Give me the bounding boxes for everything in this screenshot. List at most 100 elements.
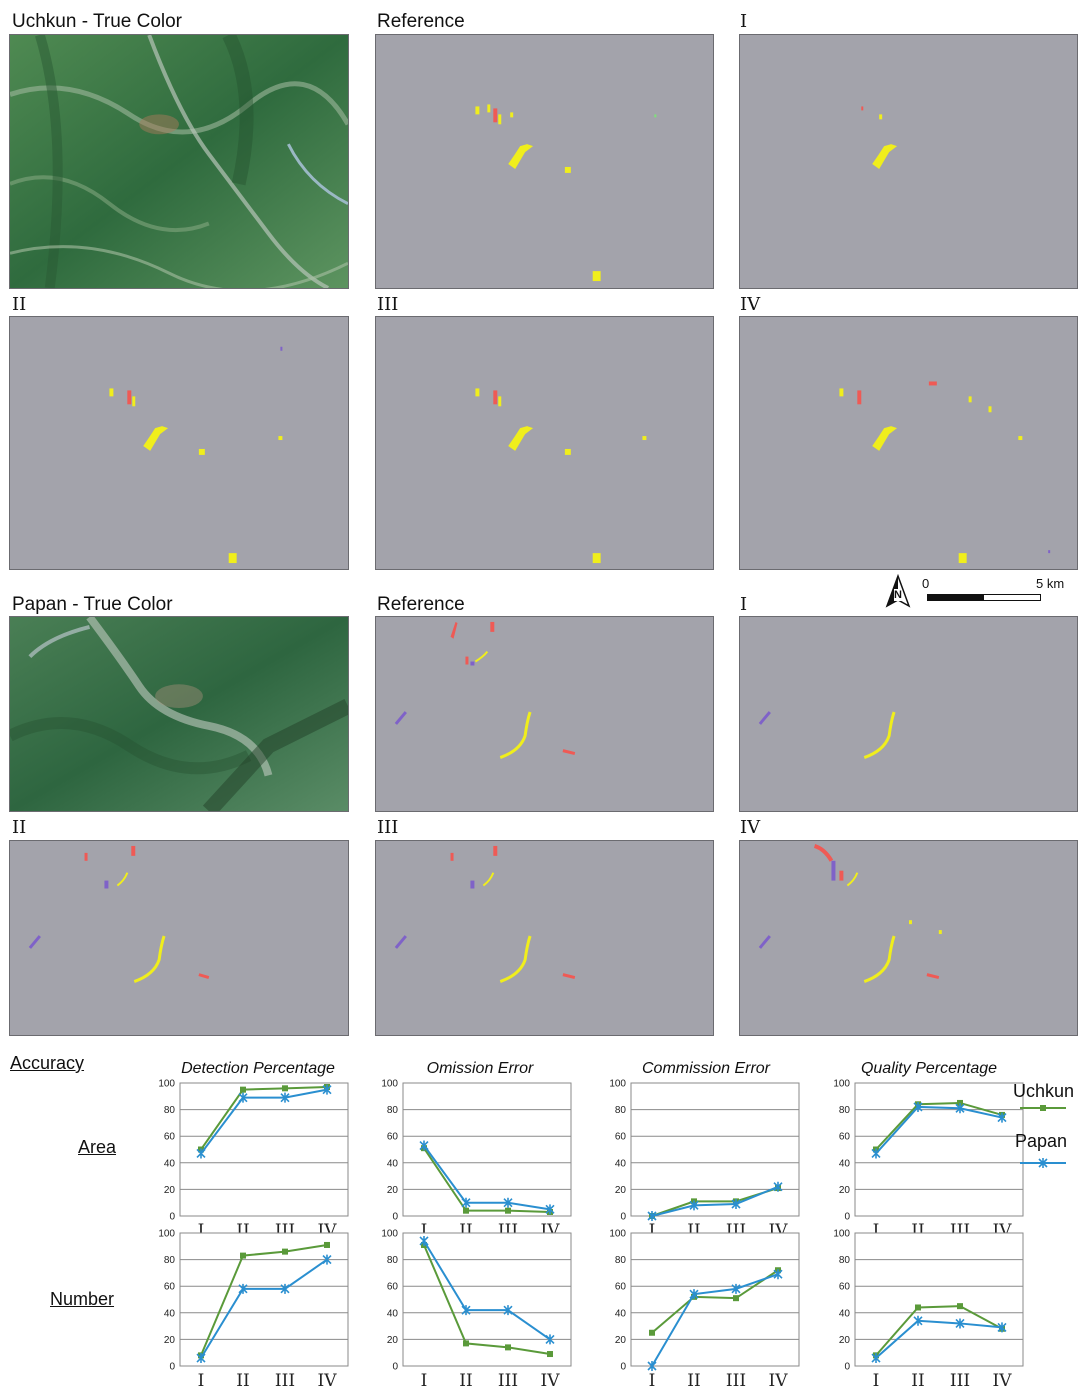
point-papan (871, 1353, 881, 1364)
point-papan (238, 1283, 248, 1294)
x-tick-label: I (649, 1371, 656, 1390)
y-tick-label: 0 (844, 1362, 850, 1373)
series-line-uchkun (423, 1244, 551, 1356)
point-papan (238, 1092, 248, 1103)
point-uchkun (324, 1241, 330, 1248)
series-line-papan (651, 1273, 779, 1367)
y-tick-label: 20 (387, 1185, 399, 1196)
point-papan (913, 1315, 923, 1326)
series-line-uchkun (200, 1085, 328, 1151)
point-papan (871, 1148, 881, 1159)
series-line-uchkun (875, 1305, 1003, 1357)
chart-title-commission-error: Commission Error (641, 1060, 770, 1077)
point-uchkun (282, 1248, 288, 1255)
x-tick-label: III (498, 1371, 518, 1390)
plot-area (854, 1232, 1024, 1367)
series-line-uchkun (651, 1269, 779, 1334)
y-tick-label: 80 (387, 1105, 399, 1116)
x-tick-label: I (421, 1371, 428, 1390)
legend-papan-swatch (1020, 1158, 1066, 1168)
point-uchkun (505, 1344, 511, 1351)
point-papan (545, 1204, 555, 1215)
y-tick-label: 80 (615, 1255, 627, 1266)
plot-area (630, 1082, 800, 1217)
uchkun-iv-map (739, 316, 1078, 570)
uchkun-iii-map (375, 316, 714, 570)
chart-title-omission-error: Omission Error (426, 1060, 534, 1077)
x-tick-label: I (198, 1371, 205, 1390)
x-tick-label: IV (769, 1371, 789, 1390)
point-papan (955, 1103, 965, 1114)
y-tick-label: 100 (833, 1079, 850, 1090)
chart-title-quality-percentage: Quality Percentage (860, 1060, 998, 1077)
point-papan (322, 1254, 332, 1265)
papan-iv-map (739, 840, 1078, 1036)
y-tick-label: 20 (387, 1335, 399, 1346)
uchkun-label-iv: IV (740, 294, 761, 315)
y-tick-label: 0 (392, 1212, 398, 1223)
y-tick-label: 40 (164, 1308, 176, 1319)
y-tick-label: 20 (164, 1335, 176, 1346)
point-papan (196, 1148, 206, 1159)
y-tick-label: 0 (169, 1362, 175, 1373)
uchkun-label-i: I (740, 11, 748, 32)
y-tick-label: 20 (839, 1185, 851, 1196)
papan-label-i: I (740, 594, 748, 615)
series-line-papan (875, 1319, 1003, 1359)
y-tick-label: 40 (164, 1158, 176, 1169)
uchkun-true-color-image (9, 34, 349, 289)
y-tick-label: 40 (387, 1308, 399, 1319)
point-uchkun (505, 1207, 511, 1214)
point-uchkun (547, 1351, 553, 1358)
point-uchkun (282, 1085, 288, 1092)
y-tick-label: 20 (839, 1335, 851, 1346)
accuracy-label: Accuracy (10, 1053, 85, 1073)
y-tick-label: 40 (615, 1308, 627, 1319)
y-tick-label: 60 (615, 1132, 627, 1143)
point-papan (322, 1084, 332, 1095)
point-papan (280, 1092, 290, 1103)
y-tick-label: 100 (833, 1229, 850, 1240)
x-tick-label: IV (993, 1371, 1013, 1390)
x-tick-label: II (236, 1371, 249, 1390)
series-line-papan (875, 1105, 1003, 1155)
papan-true-color-image (9, 616, 349, 812)
point-uchkun (649, 1329, 655, 1336)
y-tick-label: 80 (387, 1255, 399, 1266)
papan-label-iv: IV (740, 817, 761, 838)
x-tick-label: III (275, 1371, 295, 1390)
y-tick-label: 80 (615, 1105, 627, 1116)
point-papan (773, 1269, 783, 1280)
y-tick-label: 60 (615, 1282, 627, 1293)
y-tick-label: 0 (392, 1362, 398, 1373)
y-tick-label: 100 (609, 1229, 626, 1240)
point-papan (773, 1181, 783, 1192)
uchkun-ii-map (9, 316, 349, 570)
scalebar (927, 594, 1041, 601)
uchkun-reference-label: Reference (377, 11, 465, 32)
y-tick-label: 100 (609, 1079, 626, 1090)
point-papan (280, 1283, 290, 1294)
papan-reference-label: Reference (377, 594, 465, 615)
y-tick-label: 80 (839, 1255, 851, 1266)
point-papan (503, 1197, 513, 1208)
x-tick-label: I (198, 1221, 205, 1240)
x-tick-label: I (873, 1221, 880, 1240)
row-label-area: Area (78, 1137, 117, 1157)
uchkun-true-color-label: Uchkun - True Color (12, 11, 183, 32)
point-papan (461, 1305, 471, 1316)
point-uchkun (463, 1340, 469, 1347)
point-papan (731, 1283, 741, 1294)
uchkun-i-map (739, 34, 1078, 289)
point-papan (419, 1235, 429, 1246)
y-tick-label: 60 (839, 1282, 851, 1293)
y-tick-label: 0 (620, 1212, 626, 1223)
y-tick-label: 40 (839, 1158, 851, 1169)
